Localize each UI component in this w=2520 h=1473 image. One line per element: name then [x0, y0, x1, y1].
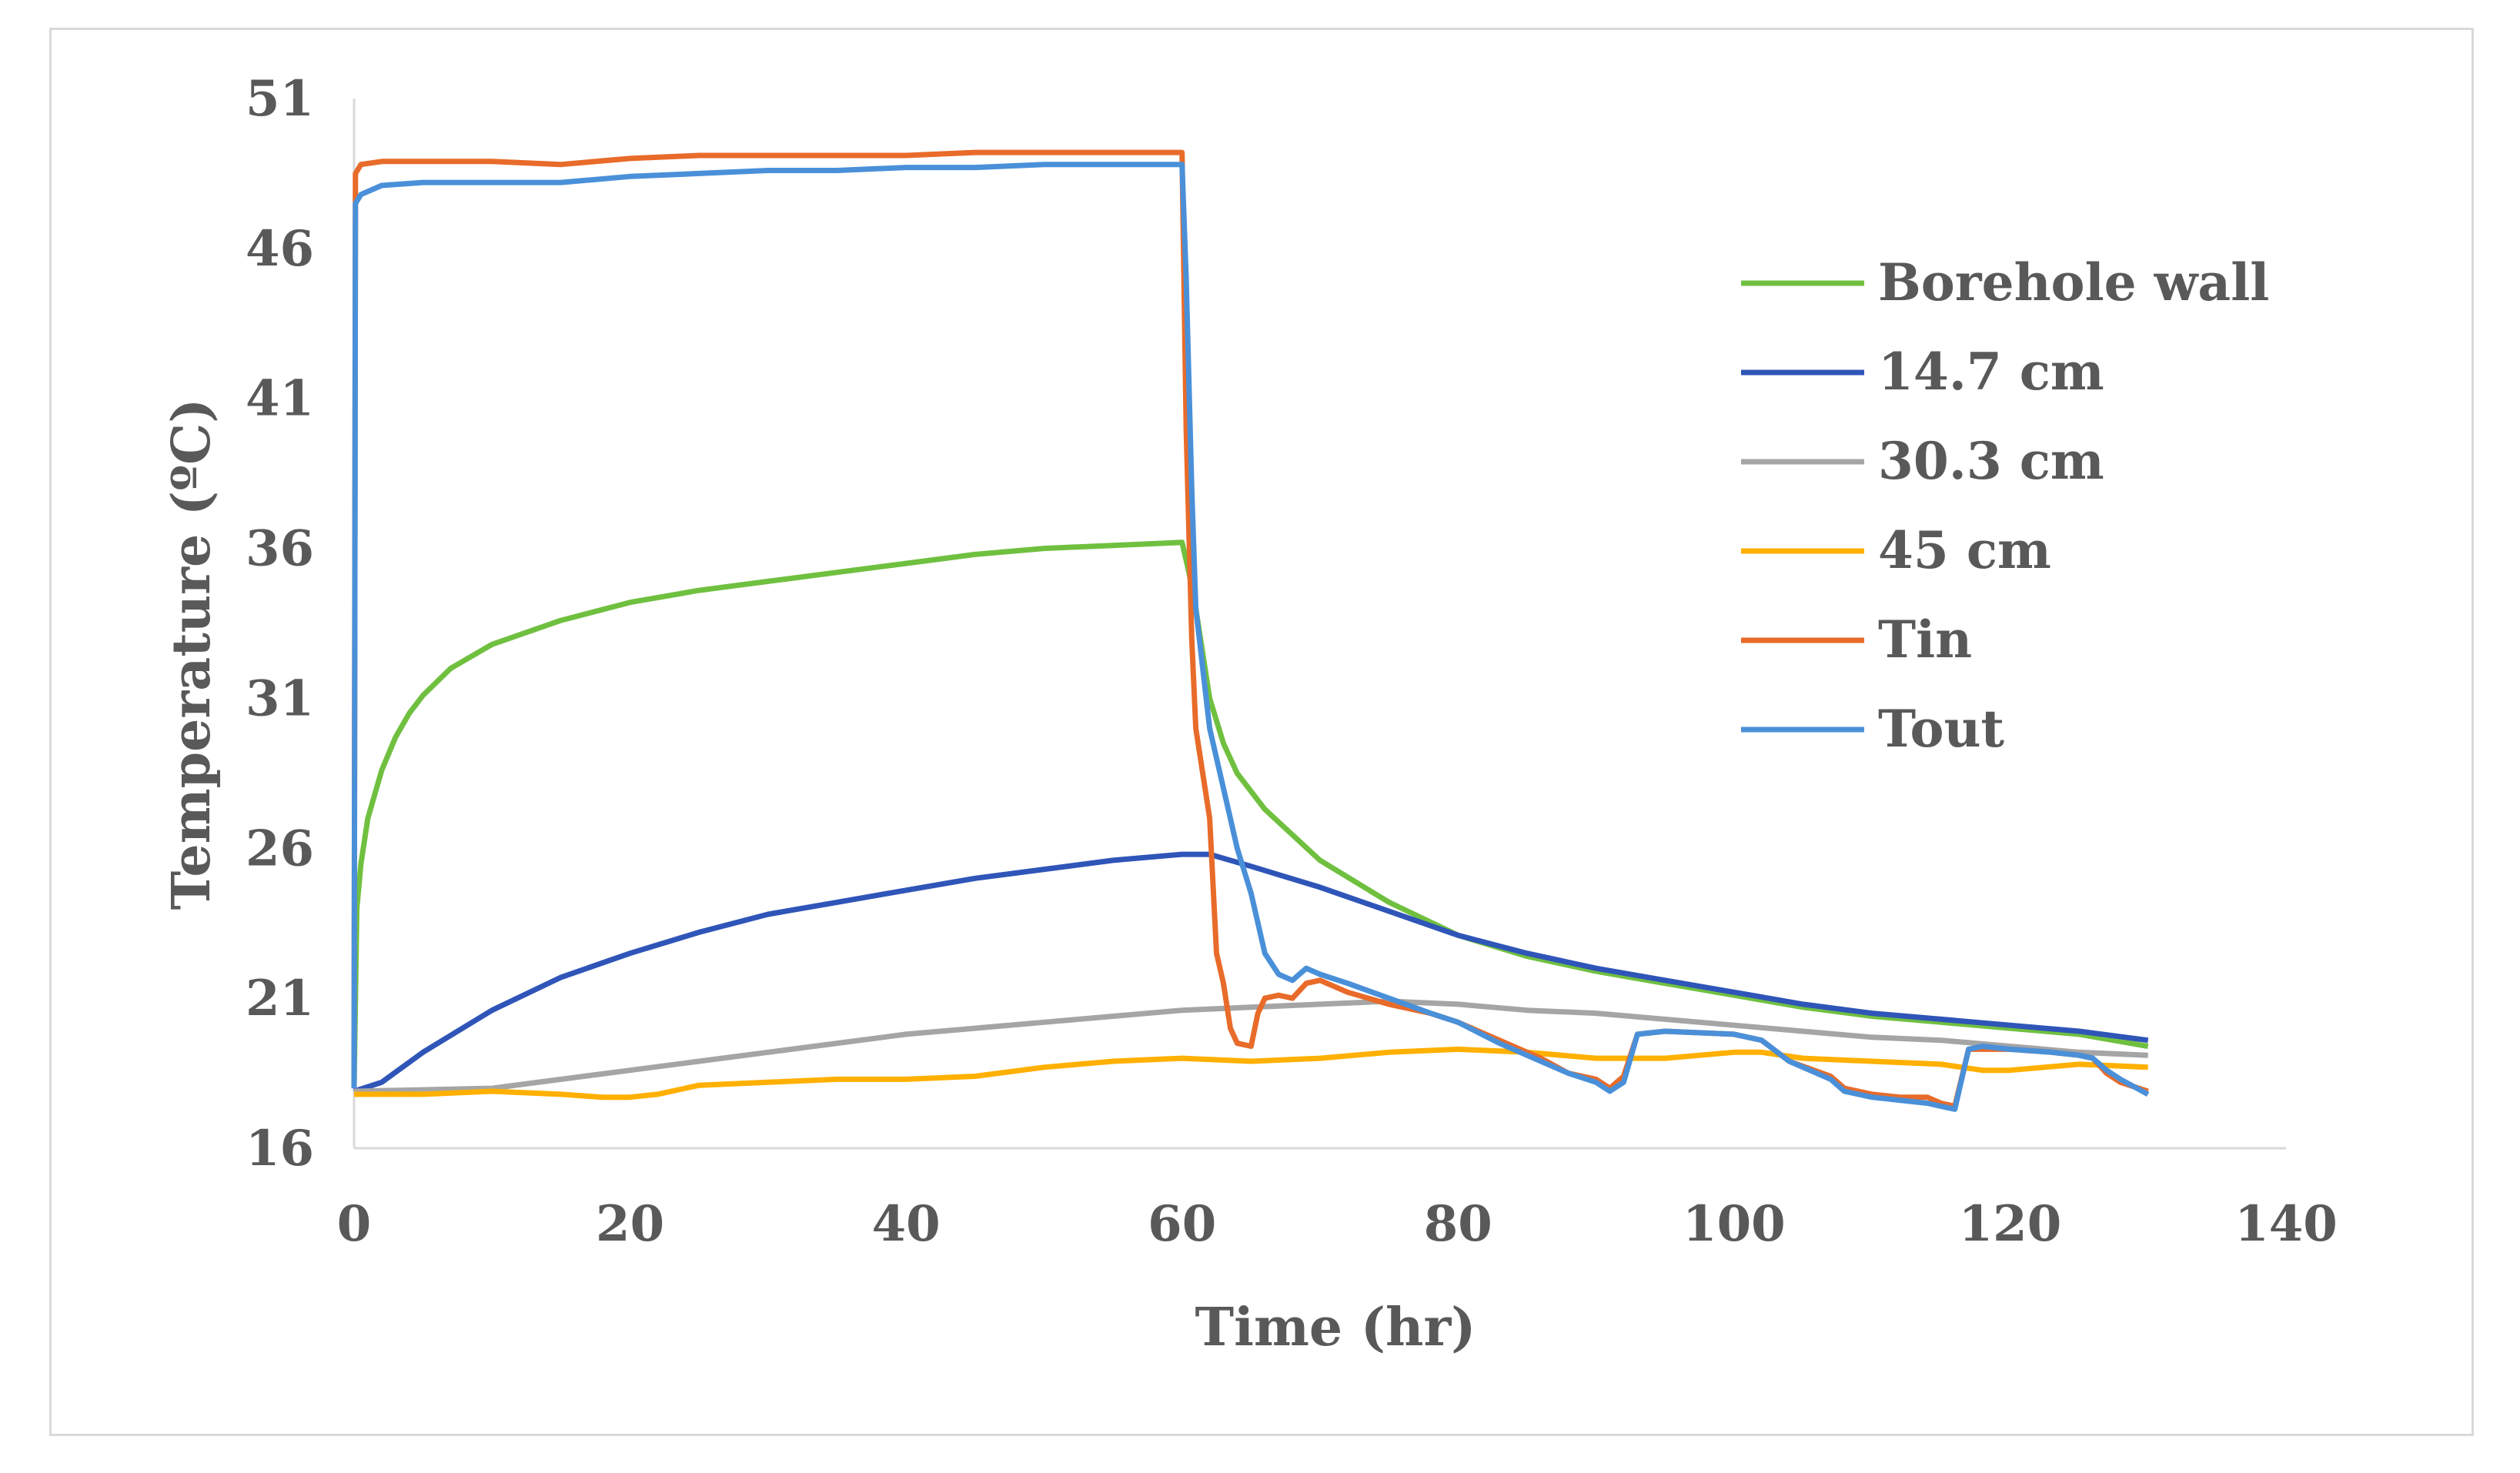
y-tick-label: 41 [246, 370, 314, 428]
legend-label: Borehole wall [1878, 252, 2269, 312]
y-tick-label: 21 [246, 970, 314, 1027]
x-tick-labels: 0 20 40 60 80 100 120 140 [337, 1195, 2338, 1253]
y-axis-title: Temperature (ºC) [161, 399, 222, 910]
y-tick-label: 16 [246, 1120, 314, 1177]
y-tick-label: 46 [246, 220, 314, 278]
x-tick-label: 20 [596, 1195, 664, 1253]
x-tick-label: 140 [2234, 1195, 2338, 1253]
legend-label: 14.7 cm [1878, 342, 2104, 402]
x-tick-label: 100 [1683, 1195, 1786, 1253]
chart-frame [49, 28, 2474, 1436]
y-tick-label: 36 [246, 520, 314, 578]
y-tick-label: 51 [246, 70, 314, 128]
legend-label: 30.3 cm [1878, 431, 2104, 491]
y-tick-labels: 16 21 26 31 36 41 46 51 [246, 70, 314, 1177]
x-tick-label: 120 [1959, 1195, 2062, 1253]
legend-label: Tout [1878, 699, 2005, 759]
y-tick-label: 26 [246, 820, 314, 877]
x-axis-title: Time (hr) [1195, 1297, 1476, 1358]
x-tick-label: 40 [872, 1195, 941, 1253]
legend-label: 45 cm [1878, 520, 2051, 580]
series-line-borehole-wall [351, 539, 2149, 1089]
series-layer [351, 149, 2150, 1112]
x-tick-label: 60 [1148, 1195, 1216, 1253]
x-tick-label: 0 [337, 1195, 372, 1253]
legend: Borehole wall 14.7 cm 30.3 cm 45 cm Tin Tout [1741, 252, 2269, 759]
series-line-tout [351, 162, 2150, 1112]
y-tick-label: 31 [246, 670, 314, 727]
series-line-30-3-cm [353, 998, 2148, 1094]
legend-label: Tin [1878, 610, 1972, 670]
x-tick-label: 80 [1424, 1195, 1492, 1253]
series-line-tin [351, 149, 2149, 1109]
series-line-45-cm [354, 1046, 2148, 1101]
